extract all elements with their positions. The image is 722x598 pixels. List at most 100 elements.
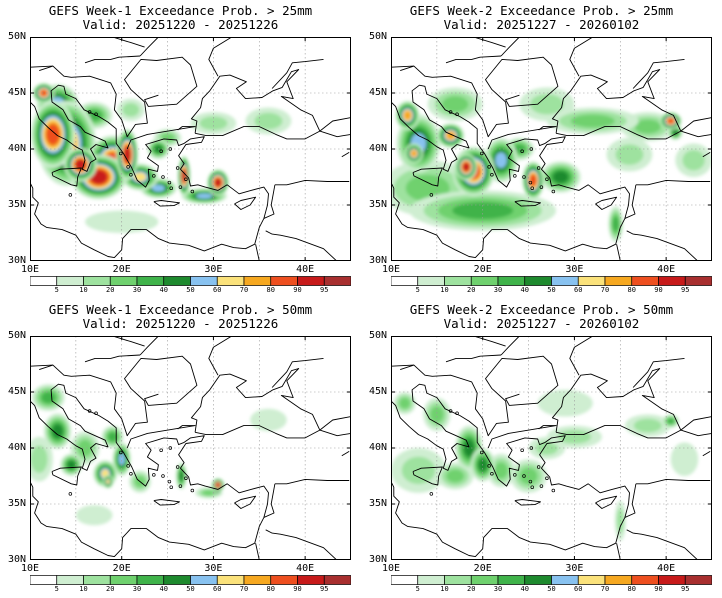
probability-area	[570, 114, 615, 128]
panel-title: GEFS Week-1 Exceedance Prob. > 25mm	[48, 3, 313, 18]
probability-area	[537, 389, 593, 417]
lat-tick-label: 50N	[7, 330, 26, 341]
probability-area	[122, 102, 140, 117]
lon-tick-label: 20E	[112, 563, 131, 574]
probability-area	[202, 490, 216, 496]
colorbar-label: 90	[654, 585, 663, 593]
colorbar-swatch	[444, 276, 472, 286]
probability-area	[216, 482, 220, 487]
probability-area	[667, 418, 675, 424]
probability-area	[182, 169, 186, 182]
probability-area	[196, 193, 213, 199]
colorbar-swatch	[658, 575, 686, 585]
colorbar-swatch	[270, 575, 298, 585]
colorbar-label: 60	[213, 585, 222, 593]
coastlines	[391, 37, 712, 261]
map-panel: GEFS Week-2 Exceedance Prob. > 50mm Valid…	[361, 299, 722, 598]
lat-tick-label: 40N	[368, 442, 387, 453]
graticule	[391, 37, 712, 261]
colorbar-swatch	[577, 276, 606, 286]
lat-tick-label: 35N	[7, 199, 26, 210]
colorbar-label: 50	[186, 585, 195, 593]
probability-area	[118, 453, 125, 466]
colorbar-label: 40	[159, 286, 168, 294]
lon-tick-label: 40E	[657, 264, 676, 275]
colorbar-swatch	[297, 575, 325, 585]
colorbar-swatch	[83, 575, 111, 585]
graticule	[391, 336, 712, 560]
colorbar-swatch	[551, 276, 579, 286]
colorbar-label: 30	[493, 286, 503, 294]
probability-area	[123, 146, 131, 163]
colorbar-swatch	[391, 575, 419, 585]
probability-area	[446, 469, 465, 483]
lat-tick-label: 30N	[7, 255, 26, 266]
colorbar-swatch	[109, 575, 138, 585]
colorbar	[391, 575, 712, 585]
lat-tick-label: 45N	[7, 386, 26, 397]
probability-area	[463, 439, 475, 457]
lat-tick-label: 45N	[368, 87, 387, 98]
lat-tick-label: 35N	[368, 199, 387, 210]
lat-tick-label: 35N	[7, 498, 26, 509]
colorbar-label: 70	[239, 585, 249, 593]
colorbar-label: 10	[440, 585, 449, 593]
lon-tick-label: 10E	[381, 563, 401, 574]
colorbar-label: 30	[132, 585, 142, 593]
colorbar-label: 5	[415, 585, 420, 593]
probability-area	[75, 505, 113, 526]
colorbar-label: 40	[159, 585, 168, 593]
colorbar-label: 5	[54, 585, 59, 593]
colorbar	[30, 575, 351, 585]
colorbar-swatch	[297, 276, 325, 286]
lat-tick-label: 50N	[7, 31, 26, 42]
colorbar-swatch	[444, 575, 472, 585]
colorbar-swatch	[631, 276, 659, 286]
panel-title: GEFS Week-2 Exceedance Prob. > 25mm	[409, 3, 674, 18]
colorbar-swatch	[270, 276, 298, 286]
colorbar-swatch	[470, 276, 499, 286]
map-panel: GEFS Week-1 Exceedance Prob. > 50mm Valid…	[0, 299, 361, 598]
colorbar-label: 95	[681, 286, 690, 294]
probability-area	[633, 418, 662, 433]
probability-area	[553, 171, 569, 183]
colorbar-swatch	[470, 575, 499, 585]
probability-map	[30, 37, 351, 261]
probability-area	[494, 462, 508, 479]
colorbar-swatch	[604, 276, 633, 286]
lat-tick-label: 40N	[7, 442, 26, 453]
lat-tick-label: 45N	[368, 386, 387, 397]
colorbar-swatch	[323, 276, 351, 286]
probability-area	[667, 118, 675, 124]
colorbar-label: 50	[186, 286, 195, 294]
colorbar-swatch	[216, 575, 245, 585]
colorbar-swatch	[524, 575, 552, 585]
colorbar-label: 5	[54, 286, 59, 294]
graticule	[30, 37, 351, 261]
probability-area	[107, 432, 118, 442]
colorbar-label: 80	[266, 286, 275, 294]
probability-map	[391, 336, 712, 560]
coastlines	[391, 336, 712, 560]
colorbar-label: 20	[467, 286, 476, 294]
colorbar-swatch	[391, 276, 419, 286]
probability-area	[670, 442, 699, 476]
colorbar-swatch	[551, 575, 579, 585]
lat-tick-label: 40N	[368, 143, 387, 154]
colorbar-swatch	[417, 575, 445, 585]
colorbar-label: 90	[293, 585, 302, 593]
colorbar-swatch	[631, 575, 659, 585]
colorbar-label: 5	[415, 286, 420, 294]
colorbar-swatch	[658, 276, 686, 286]
colorbar-swatch	[163, 276, 191, 286]
probability-area	[30, 445, 48, 473]
colorbar-swatch	[56, 276, 84, 286]
lat-tick-label: 45N	[7, 87, 26, 98]
lon-tick-label: 30E	[204, 264, 223, 275]
lon-tick-label: 20E	[112, 264, 131, 275]
probability-area	[612, 216, 619, 232]
colorbar	[391, 276, 712, 286]
lon-tick-label: 40E	[296, 264, 315, 275]
coastlines	[30, 336, 351, 560]
colorbar-label: 60	[574, 585, 583, 593]
